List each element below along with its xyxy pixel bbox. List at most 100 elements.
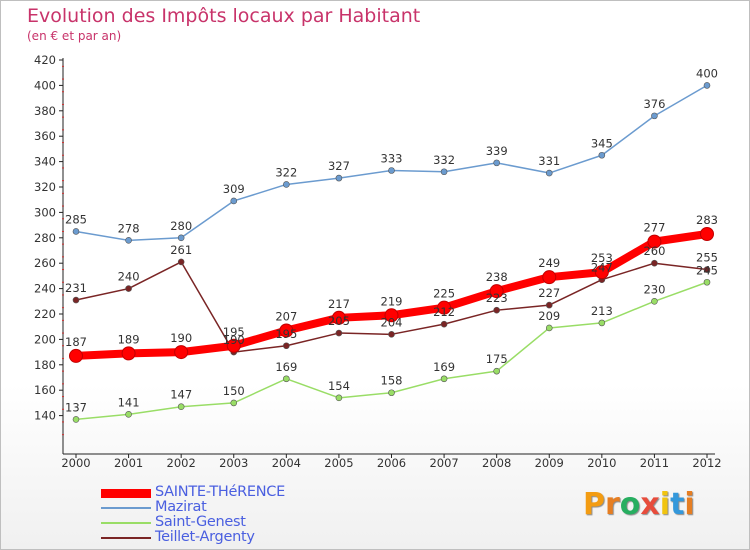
line-chart: 140 160 180 200 220 240 260 280 300 320 340 360 380 4… <box>34 53 722 470</box>
data-point <box>493 306 500 314</box>
y-tick-label: 280 <box>34 231 56 245</box>
y-tick-label: 260 <box>34 256 56 270</box>
logo-letter: t <box>670 487 685 522</box>
logo-letter: r <box>605 487 620 522</box>
x-tick-label: 2007 <box>429 456 458 470</box>
data-label: 249 <box>538 256 560 270</box>
data-label: 309 <box>223 182 245 196</box>
x-tick-label: 2009 <box>535 456 564 470</box>
legend-label: Saint-Genest <box>155 514 246 530</box>
data-point <box>647 234 662 249</box>
data-label: 260 <box>643 244 665 258</box>
data-point <box>703 278 711 286</box>
data-point <box>598 319 606 327</box>
legend-label: Teillet-Argenty <box>155 529 255 545</box>
y-tick-label: 180 <box>34 358 56 372</box>
data-point <box>230 197 238 205</box>
data-point <box>177 258 185 266</box>
data-label: 261 <box>170 243 192 257</box>
x-tick-label: 2008 <box>482 456 511 470</box>
y-tick-label: 380 <box>34 104 56 118</box>
data-label: 227 <box>538 286 560 300</box>
y-tick-label: 320 <box>34 180 56 194</box>
data-label: 187 <box>65 335 87 349</box>
data-label: 190 <box>170 331 192 345</box>
data-label: 190 <box>223 333 245 347</box>
x-tick-label: 2005 <box>324 456 353 470</box>
data-point <box>437 300 452 315</box>
logo-letter: P <box>583 487 605 522</box>
data-point <box>493 367 500 375</box>
x-tick-label: 2011 <box>640 456 669 470</box>
data-label: 345 <box>591 136 613 150</box>
legend-label: SAINTE-THéRENCE <box>155 484 285 500</box>
data-label: 169 <box>433 360 455 374</box>
legend-swatch <box>101 488 151 498</box>
data-point <box>489 284 504 299</box>
data-label: 277 <box>643 221 665 235</box>
data-label: 238 <box>486 270 508 284</box>
data-point <box>703 82 711 89</box>
data-label: 219 <box>381 294 403 308</box>
x-tick-label: 2006 <box>377 456 406 470</box>
data-point <box>651 297 658 305</box>
data-label: 327 <box>328 159 350 173</box>
data-label: 154 <box>328 379 350 393</box>
data-point <box>493 159 500 167</box>
data-label: 209 <box>538 309 560 323</box>
data-label: 204 <box>381 315 403 329</box>
data-label: 253 <box>591 251 613 265</box>
data-label: 195 <box>223 325 245 339</box>
data-point <box>121 346 136 361</box>
data-label: 376 <box>643 97 665 111</box>
chart-subtitle: (en € et par an) <box>27 29 122 43</box>
data-label: 231 <box>65 281 87 295</box>
x-tick-label: 2001 <box>114 456 143 470</box>
data-label: 158 <box>381 374 403 388</box>
x-tick-label: 2010 <box>587 456 616 470</box>
data-label: 223 <box>486 291 508 305</box>
data-point <box>594 265 609 280</box>
data-label: 339 <box>486 144 508 158</box>
legend-swatch <box>101 507 151 509</box>
y-tick-label: 240 <box>34 282 56 296</box>
data-point <box>331 310 346 325</box>
proxiti-logo: Proxiti <box>583 487 695 522</box>
data-point <box>335 394 343 402</box>
data-point <box>283 181 290 188</box>
data-point <box>125 285 132 292</box>
data-point <box>72 416 80 423</box>
data-point <box>703 266 711 273</box>
data-label: 137 <box>65 400 87 414</box>
data-point <box>598 151 606 159</box>
data-label: 150 <box>223 384 245 398</box>
logo-letter: i <box>659 487 671 522</box>
data-label: 283 <box>696 213 718 227</box>
data-point <box>69 348 83 363</box>
data-label: 332 <box>433 153 455 167</box>
data-label: 400 <box>696 66 718 80</box>
logo-letter: o <box>619 487 641 522</box>
data-label: 247 <box>591 261 613 275</box>
data-label: 147 <box>170 388 192 402</box>
data-point <box>651 112 658 120</box>
data-point <box>283 375 290 383</box>
data-label: 280 <box>170 219 192 233</box>
data-label: 230 <box>643 282 665 296</box>
data-label: 285 <box>65 212 87 226</box>
x-tick-label: 2002 <box>167 456 196 470</box>
data-point <box>440 375 448 383</box>
data-label: 195 <box>275 327 297 341</box>
data-label: 169 <box>275 360 297 374</box>
data-point <box>174 345 189 360</box>
x-tick-label: 2004 <box>272 456 301 470</box>
data-point <box>226 338 241 353</box>
legend-swatch <box>101 537 151 539</box>
data-point <box>279 323 294 338</box>
data-point <box>545 301 553 309</box>
data-point <box>384 308 399 323</box>
data-label: 213 <box>591 304 613 318</box>
data-label: 255 <box>696 251 718 265</box>
data-label: 225 <box>433 287 455 301</box>
